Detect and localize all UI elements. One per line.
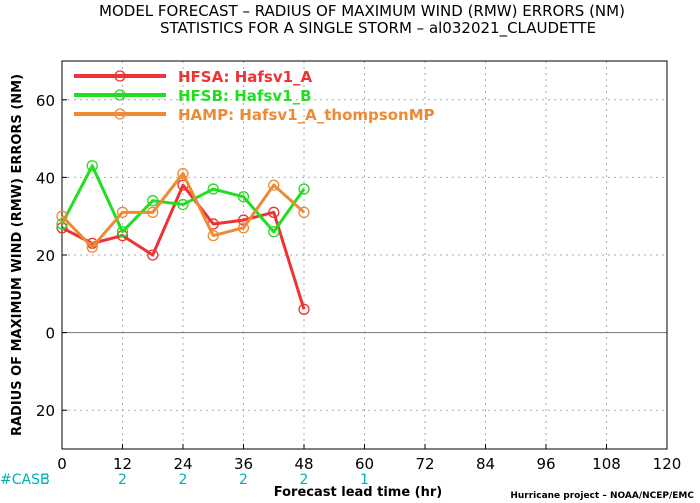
data-point [298, 206, 310, 218]
data-point [177, 167, 189, 180]
x-tick-label: 120 [653, 455, 682, 473]
data-point [147, 249, 159, 261]
data-point [177, 198, 189, 211]
x-tick-label: 84 [476, 455, 495, 473]
chart-title: MODEL FORECAST – RADIUS OF MAXIMUM WIND … [99, 2, 625, 20]
y-tick-label: 60 [36, 92, 55, 110]
x-tick-label: 108 [592, 455, 621, 473]
series-3 [56, 167, 310, 253]
legend-marker [114, 108, 126, 120]
x-tick-label: 0 [57, 455, 67, 473]
data-point [237, 222, 250, 234]
x-tick-label: 96 [536, 455, 555, 473]
y-tick-label: 0 [45, 325, 55, 343]
series-line [60, 164, 306, 234]
data-point [207, 229, 219, 242]
case-count: 1 [360, 472, 369, 488]
data-point [268, 226, 280, 238]
data-point [116, 226, 129, 238]
x-tick-label: 36 [234, 455, 253, 473]
case-count: 2 [118, 472, 127, 488]
data-point [207, 183, 219, 195]
data-point [268, 179, 280, 191]
credit-text: Hurricane project – NOAA/NCEP/EMC [510, 491, 694, 501]
x-tick-label: 48 [294, 455, 313, 473]
series-line [60, 172, 306, 249]
grid-lines [62, 61, 667, 449]
y-tick-label: 20 [36, 247, 55, 265]
x-tick-label: 60 [355, 455, 374, 473]
y-tick-label: 40 [36, 169, 55, 187]
y-axis-label: RADIUS OF MAXIMUM WIND (RMW) ERRORS (NM) [10, 74, 25, 436]
data-point [86, 241, 98, 253]
data-point [147, 206, 159, 218]
series-layer [56, 160, 310, 315]
case-count: 2 [300, 472, 309, 488]
case-label: #CASE [0, 472, 49, 488]
series-2 [56, 160, 310, 238]
data-point [116, 206, 129, 218]
y-tick-label: 20 [36, 402, 55, 420]
legend-label: HFSB: Hafsv1_B [178, 87, 312, 105]
x-tick-label: 72 [415, 455, 434, 473]
series-1 [56, 179, 310, 315]
legend-marker [114, 70, 126, 82]
data-point [268, 206, 280, 218]
legend-item-1: HFSA: Hafsv1_A [74, 68, 313, 86]
x-tick-label: 12 [113, 455, 132, 473]
legend-marker [114, 89, 126, 101]
data-point [298, 303, 310, 315]
data-point [298, 183, 310, 195]
case-count: 3 [41, 472, 50, 488]
legend-item-2: HFSB: Hafsv1_B [74, 87, 312, 105]
case-count: 2 [179, 472, 188, 488]
legend-label: HFSA: Hafsv1_A [178, 68, 313, 86]
x-tick-label: 24 [173, 455, 192, 473]
legend-label: HAMP: Hafsv1_A_thompsonMP [178, 106, 435, 124]
axis-ticks: 0 12 24 36 48 60 72 84 96 108 120 20 0 20 40 60 [36, 92, 681, 473]
series-line [61, 183, 306, 310]
case-count: 2 [239, 472, 248, 488]
chart-subtitle: STATISTICS FOR A SINGLE STORM – al032021… [160, 19, 596, 38]
data-point [56, 218, 68, 230]
data-point [147, 195, 159, 207]
data-point [86, 160, 98, 172]
legend-item-3: HAMP: Hafsv1_A_thompsonMP [74, 106, 435, 124]
x-axis-label: Forecast lead time (hr) [274, 485, 442, 500]
data-point [56, 210, 68, 222]
data-point [237, 191, 250, 203]
